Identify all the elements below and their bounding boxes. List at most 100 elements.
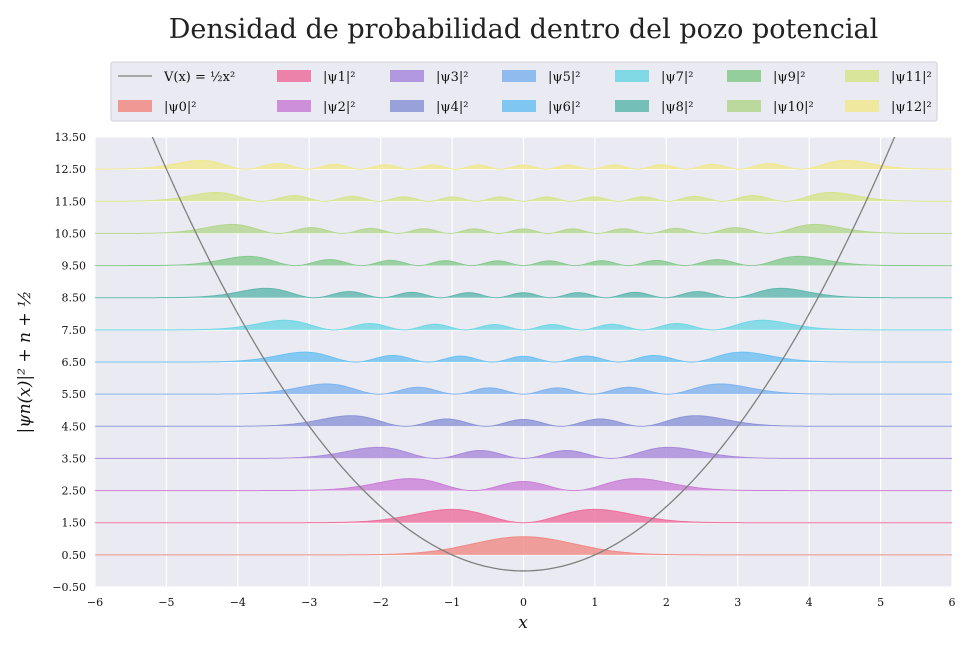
legend-entry: |ψ7|² (615, 70, 693, 85)
density-line-n8 (95, 287, 952, 299)
chart-title: Densidad de probabilidad dentro del pozo… (168, 14, 879, 45)
legend-label: |ψ7|² (661, 70, 693, 85)
y-axis-label: |ψn(x)|² + n + ½ (15, 291, 35, 434)
x-tick-label: 6 (949, 596, 956, 609)
legend-label: |ψ12|² (891, 100, 932, 115)
density-line-n4 (95, 415, 952, 427)
density-area-n6 (95, 352, 952, 362)
x-tick-label: −1 (444, 596, 460, 609)
density-area-n7 (95, 320, 952, 330)
density-line-n1 (95, 508, 952, 524)
legend-swatch (727, 100, 761, 112)
y-tick-label: 12.50 (55, 163, 87, 176)
x-tick-label: −5 (158, 596, 174, 609)
legend-entry: |ψ8|² (615, 100, 693, 115)
y-tick-label: 13.50 (55, 131, 87, 144)
legend-entry: |ψ3|² (390, 70, 468, 85)
y-tick-label: 8.50 (62, 292, 87, 305)
legend-entry: |ψ5|² (502, 70, 580, 85)
x-tick-label: 4 (806, 596, 813, 609)
density-area-n4 (95, 415, 952, 427)
legend-swatch (615, 70, 649, 82)
y-tick-label: 10.50 (55, 227, 87, 240)
x-tick-label: 1 (591, 596, 598, 609)
legend-entry: |ψ2|² (277, 100, 355, 115)
density-line-n10 (95, 223, 952, 234)
y-tick-label: 1.50 (62, 517, 87, 530)
legend-swatch (390, 100, 424, 112)
legend-entry: |ψ4|² (390, 100, 468, 115)
x-tick-label: 5 (877, 596, 884, 609)
legend-swatch (845, 100, 879, 112)
legend-swatch (277, 100, 311, 112)
potential-layer (151, 137, 896, 572)
legend-swatch (118, 100, 152, 112)
density-area-n0 (95, 536, 952, 555)
density-line-n5 (95, 383, 952, 395)
y-tick-label: −0.50 (52, 581, 86, 594)
legend-entry: |ψ6|² (502, 100, 580, 115)
legend-swatch (727, 70, 761, 82)
y-tick-label: 11.50 (55, 195, 87, 208)
legend-entry: V(x) = ½x² (118, 70, 235, 85)
density-line-n7 (95, 319, 952, 331)
legend-entry: |ψ10|² (727, 100, 814, 115)
density-area-n9 (95, 256, 952, 266)
x-axis: −6 −5 −4 −3 −2 −1 0 1 2 3 4 5 6 (87, 596, 956, 609)
density-line-n12 (95, 159, 952, 170)
y-tick-label: 0.50 (62, 549, 87, 562)
density-line-n9 (95, 255, 952, 267)
legend-entry: |ψ12|² (845, 100, 932, 115)
y-axis: −0.50 0.50 1.50 2.50 3.50 4.50 5.50 6.50 7.50 8.5… (52, 131, 86, 594)
legend-label: |ψ11|² (891, 70, 932, 85)
legend-label: |ψ1|² (323, 70, 355, 85)
density-area-n11 (95, 192, 952, 202)
legend-label: |ψ2|² (323, 100, 355, 115)
density-line-n0 (95, 536, 952, 556)
x-tick-label: −2 (373, 596, 389, 609)
x-axis-label: x (518, 613, 528, 633)
legend-entry: |ψ1|² (277, 70, 355, 85)
potential-curve (151, 137, 896, 572)
x-tick-label: −4 (230, 596, 246, 609)
y-tick-label: 6.50 (62, 356, 87, 369)
legend-label: |ψ3|² (436, 70, 468, 85)
y-tick-label: 2.50 (62, 485, 87, 498)
legend-label: V(x) = ½x² (163, 70, 235, 85)
density-area-n12 (95, 160, 952, 170)
density-line-n11 (95, 191, 952, 202)
density-area-n5 (95, 383, 952, 395)
density-line-n6 (95, 351, 952, 363)
density-area-n2 (95, 478, 952, 491)
x-tick-label: −6 (87, 596, 103, 609)
legend-entry: |ψ11|² (845, 70, 932, 85)
legend-label: |ψ0|² (164, 100, 196, 115)
x-tick-label: −3 (301, 596, 317, 609)
legend: V(x) = ½x² |ψ0|² |ψ1|² |ψ2|² |ψ3|² |ψ4|² |ψ5|²… (110, 61, 938, 122)
legend-label: |ψ8|² (661, 100, 693, 115)
y-tick-label: 9.50 (62, 260, 87, 273)
legend-label: |ψ9|² (773, 70, 805, 85)
density-area-n10 (95, 224, 952, 234)
legend-swatch (390, 70, 424, 82)
legend-label: |ψ10|² (773, 100, 814, 115)
legend-label: |ψ4|² (436, 100, 468, 115)
legend-swatch (615, 100, 649, 112)
x-tick-label: 2 (663, 596, 670, 609)
y-tick-label: 7.50 (62, 324, 87, 337)
legend-swatch (277, 70, 311, 82)
density-line-n3 (95, 446, 952, 459)
y-tick-label: 4.50 (62, 420, 87, 433)
y-tick-label: 5.50 (62, 388, 87, 401)
legend-label: |ψ5|² (548, 70, 580, 85)
density-line-n2 (95, 478, 952, 492)
legend-entry: |ψ9|² (727, 70, 805, 85)
legend-swatch (502, 70, 536, 82)
x-tick-label: 3 (734, 596, 741, 609)
legend-swatch (502, 100, 536, 112)
y-tick-label: 3.50 (62, 452, 87, 465)
legend-entry: |ψ0|² (118, 100, 196, 115)
series-layer (95, 159, 952, 556)
legend-swatch (845, 70, 879, 82)
